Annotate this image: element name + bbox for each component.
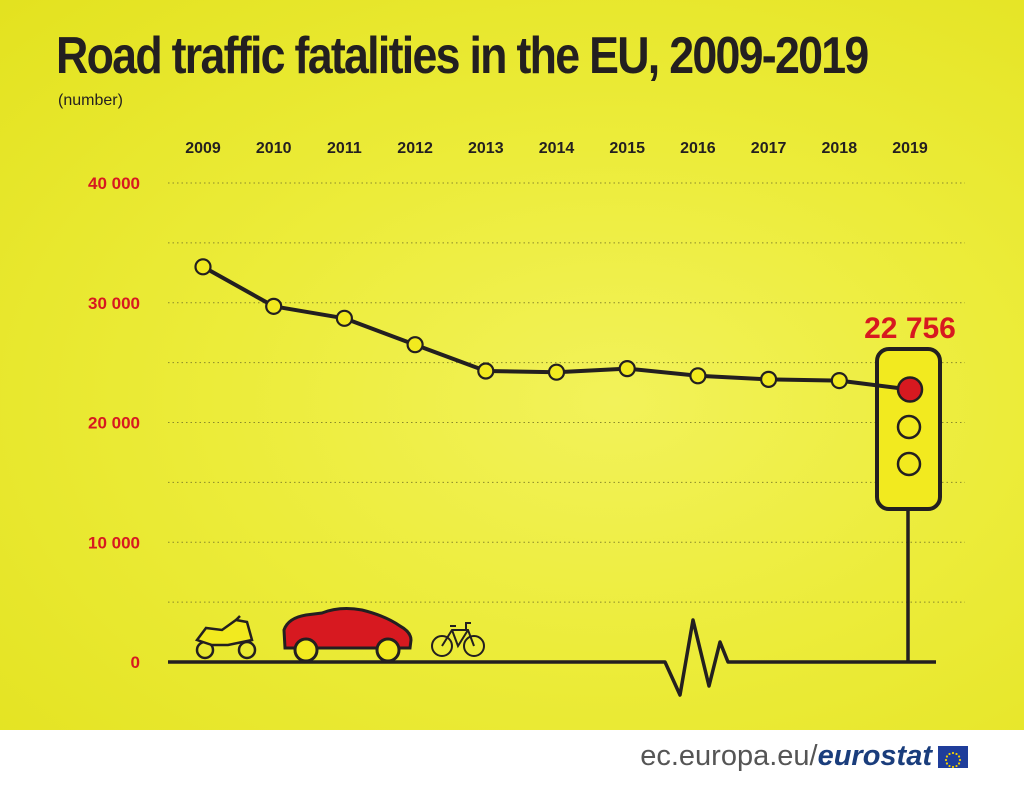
data-point: [547, 363, 566, 381]
x-tick-label: 2012: [397, 140, 433, 157]
flag-star: [957, 754, 961, 758]
flag-star: [948, 752, 951, 755]
x-axis-year-labels: 2009 2010 2011 2012 2013 2014 2015 2016 2017 2018…: [185, 140, 928, 157]
data-point: [194, 258, 212, 276]
flag-star: [957, 761, 961, 765]
data-point: [477, 362, 495, 380]
data-point: [335, 309, 353, 327]
eu-flag-icon: [938, 745, 968, 768]
y-tick-label: 20 000: [88, 414, 140, 433]
x-tick-label: 2009: [185, 140, 221, 157]
flag-star: [945, 761, 949, 765]
x-tick-label: 2013: [468, 140, 504, 157]
x-tick-label: 2016: [680, 140, 716, 157]
flag-star: [951, 765, 955, 768]
y-tick-label: 40 000: [88, 174, 140, 193]
y-tick-label: 10 000: [88, 533, 140, 552]
data-points: [194, 258, 924, 403]
y-axis-unit-label: (number): [58, 92, 123, 109]
footer-brand-name: eurostat: [817, 740, 932, 772]
flag-star: [955, 764, 958, 767]
flag-star: [944, 758, 948, 761]
gridlines: [168, 182, 965, 603]
heartbeat-line-icon: [168, 618, 936, 697]
footer-brand: ec.europa.eu/eurostat: [640, 740, 968, 773]
x-tick-label: 2015: [609, 140, 645, 157]
motorbike-icon: [194, 615, 257, 660]
data-point: [406, 336, 424, 354]
data-point: [830, 371, 848, 390]
y-tick-label: 30 000: [88, 294, 140, 313]
x-tick-label: 2011: [327, 140, 362, 157]
y-tick-label: 0: [131, 653, 140, 672]
flag-star: [951, 751, 955, 754]
x-tick-label: 2010: [256, 140, 292, 157]
y-axis-tick-labels: 0 10 000 20 000 30 000 40 000: [88, 174, 140, 672]
data-point: [759, 370, 778, 388]
flag-star: [958, 758, 962, 761]
x-tick-label: 2017: [751, 140, 787, 157]
footer-domain: ec.europa.eu/: [640, 740, 818, 772]
data-point: [265, 297, 283, 315]
flag-star: [955, 752, 958, 755]
last-value-callout: 22 756: [864, 312, 956, 345]
data-point: [618, 360, 636, 378]
flag-star: [945, 754, 949, 758]
flag-star: [948, 764, 951, 767]
car-icon: [282, 607, 413, 663]
bicycle-icon: [431, 622, 485, 657]
x-tick-label: 2014: [539, 140, 575, 157]
x-tick-label: 2019: [892, 140, 928, 157]
x-tick-label: 2018: [822, 140, 858, 157]
data-point-highlight: [896, 376, 924, 403]
data-point: [689, 367, 707, 385]
chart-background: [0, 0, 1024, 730]
chart-title: Road traffic fatalities in the EU, 2009-…: [56, 27, 869, 85]
